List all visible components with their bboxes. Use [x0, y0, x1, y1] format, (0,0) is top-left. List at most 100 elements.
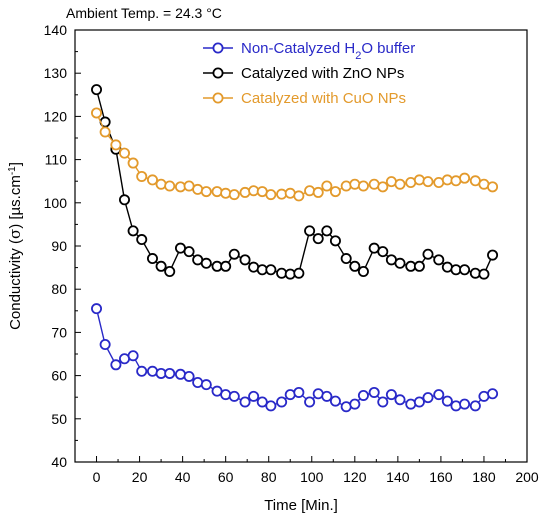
data-point: [340, 180, 352, 192]
data-point: [146, 253, 158, 265]
legend-marker: [212, 92, 224, 104]
data-point: [146, 174, 158, 186]
data-point: [91, 107, 103, 119]
data-point: [304, 396, 316, 408]
legend-item-non-catalyzed-h2o-buffer: Non-Catalyzed H2O buffer: [203, 40, 415, 62]
data-point: [239, 186, 251, 198]
legend-label: Catalyzed with ZnO NPs: [241, 65, 404, 82]
ambient-temp-annotation: Ambient Temp. = 24.3 °C: [66, 5, 222, 21]
data-point: [433, 254, 445, 266]
data-point: [368, 386, 380, 398]
series-layer: [91, 84, 499, 413]
legend-marker: [212, 42, 224, 54]
data-point: [155, 260, 167, 272]
data-point: [200, 379, 212, 391]
data-point: [394, 178, 406, 190]
data-point: [127, 157, 139, 169]
series-non-catalyzed-h2o-buffer: [91, 303, 499, 413]
data-point: [228, 390, 240, 402]
x-tick-label: 180: [472, 469, 496, 485]
data-point: [293, 190, 305, 202]
data-point: [487, 181, 499, 193]
x-tick-label: 60: [218, 469, 234, 485]
legend-label: Non-Catalyzed H2O buffer: [241, 40, 415, 62]
data-point: [200, 257, 212, 269]
y-tick-label: 140: [44, 22, 68, 38]
data-point: [91, 84, 103, 96]
data-point: [110, 139, 122, 151]
y-tick-label: 110: [45, 152, 68, 168]
data-point: [256, 396, 268, 408]
legend-marker: [212, 67, 224, 79]
x-tick-label: 80: [261, 469, 277, 485]
data-point: [422, 248, 434, 260]
data-point: [127, 350, 139, 362]
data-point: [459, 264, 471, 276]
data-point: [164, 367, 176, 379]
series-catalyzed-with-cuo-nps: [91, 107, 499, 202]
data-point: [127, 225, 139, 237]
y-tick-label: 50: [51, 411, 67, 427]
data-point: [459, 398, 471, 410]
data-point: [487, 249, 499, 261]
data-point: [312, 186, 324, 198]
x-tick-label: 120: [343, 469, 367, 485]
data-point: [377, 181, 389, 193]
data-point: [357, 389, 369, 401]
data-point: [110, 359, 122, 371]
data-point: [450, 400, 462, 412]
x-tick-label: 140: [386, 469, 410, 485]
data-point: [293, 386, 305, 398]
data-point: [265, 264, 277, 276]
plot-frame: [74, 29, 528, 463]
data-point: [155, 178, 167, 190]
data-point: [99, 338, 111, 350]
data-point: [239, 396, 251, 408]
data-point: [349, 260, 361, 272]
data-point: [357, 265, 369, 277]
y-tick-label: 60: [51, 368, 67, 384]
legend-item-catalyzed-with-cuo-nps: Catalyzed with CuO NPs: [203, 90, 406, 107]
data-point: [91, 303, 103, 315]
data-point: [357, 180, 369, 192]
x-tick-label: 40: [175, 469, 191, 485]
data-point: [164, 265, 176, 277]
data-point: [469, 400, 481, 412]
x-tick-label: 0: [93, 469, 101, 485]
legend: Non-Catalyzed H2O buffer Catalyzed with Z…: [203, 40, 415, 107]
data-point: [228, 189, 240, 201]
data-point: [422, 392, 434, 404]
data-point: [276, 396, 288, 408]
data-point: [228, 248, 240, 260]
data-point: [340, 253, 352, 265]
series-catalyzed-with-zno-nps: [91, 84, 499, 280]
data-point: [413, 174, 425, 186]
data-point: [385, 389, 397, 401]
data-point: [136, 170, 148, 182]
data-point: [441, 395, 453, 407]
y-tick-label: 120: [44, 108, 68, 124]
data-point: [394, 394, 406, 406]
data-point: [248, 390, 260, 402]
data-point: [413, 396, 425, 408]
y-tick-label: 90: [51, 238, 67, 254]
data-point: [164, 180, 176, 192]
data-point: [349, 178, 361, 190]
data-point: [487, 388, 499, 400]
data-point: [329, 235, 341, 247]
data-point: [329, 395, 341, 407]
y-tick-label: 130: [44, 65, 68, 81]
data-point: [433, 389, 445, 401]
data-point: [422, 176, 434, 188]
data-point: [349, 398, 361, 410]
data-point: [265, 189, 277, 201]
data-point: [99, 126, 111, 138]
data-point: [394, 257, 406, 269]
data-point: [200, 186, 212, 198]
data-point: [321, 180, 333, 192]
data-point: [239, 254, 251, 266]
data-point: [136, 234, 148, 246]
axis-ticks: 0 20 40 60 80 100 120 140 160 180 200 40 50 60 70 80 90 1…: [44, 22, 539, 485]
data-point: [377, 246, 389, 258]
